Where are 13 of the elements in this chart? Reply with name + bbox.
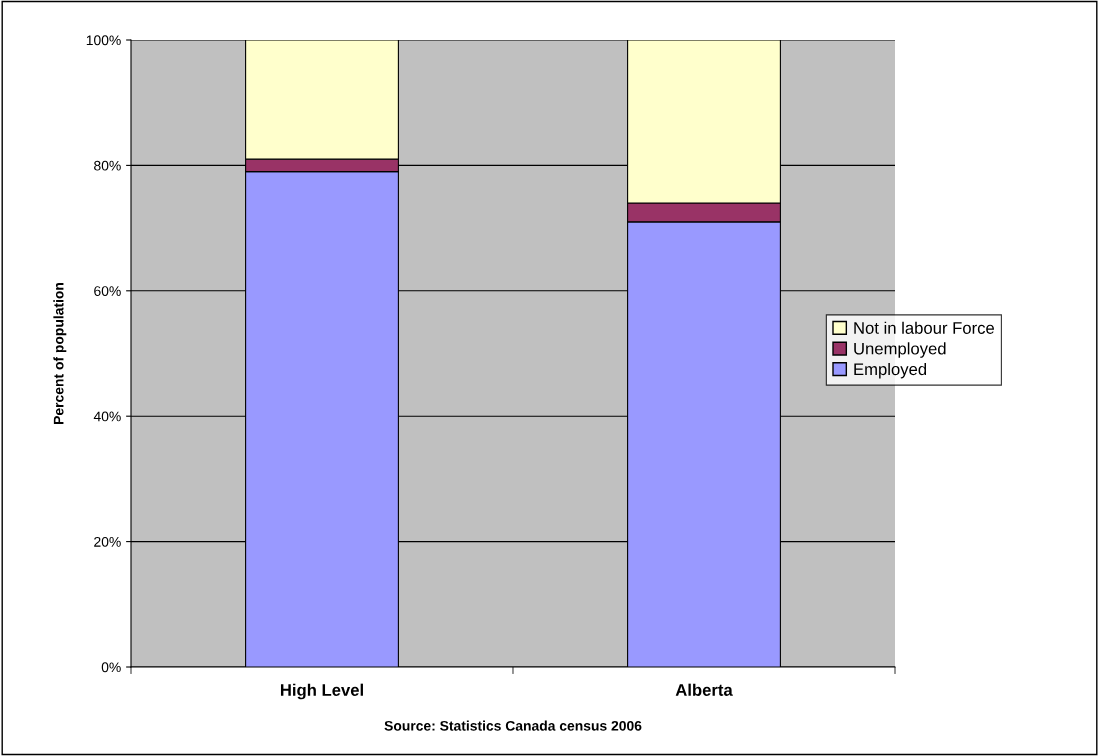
y-tick-label: 40%: [93, 411, 121, 422]
x-tick-label: Alberta: [675, 683, 733, 696]
source-note: Source: Statistics Canada census 2006: [384, 720, 642, 731]
legend-label: Unemployed: [854, 342, 946, 358]
legend-label: Employed: [854, 362, 927, 379]
y-tick-label: 60%: [94, 286, 121, 296]
y-tick-label: 0%: [101, 662, 121, 673]
y-tick-label: 20%: [94, 536, 121, 547]
y-tick-label: 100%: [86, 35, 121, 46]
y-tick-label: 80%: [94, 160, 121, 171]
legend-label: Not in labour Force: [854, 321, 994, 334]
x-tick-label: High Level: [280, 683, 363, 700]
y-axis-title: Percent of population: [53, 282, 67, 424]
